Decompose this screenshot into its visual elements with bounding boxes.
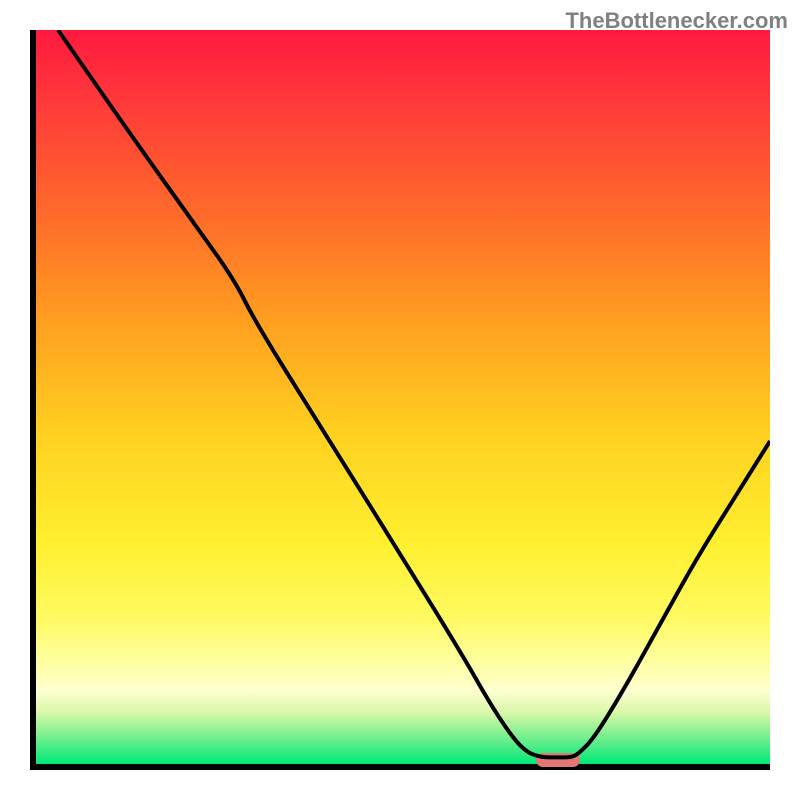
watermark-text: TheBottlenecker.com xyxy=(565,8,788,34)
chart-plot-area xyxy=(30,30,770,770)
chart-curve xyxy=(36,30,770,764)
curve-path xyxy=(58,30,770,757)
